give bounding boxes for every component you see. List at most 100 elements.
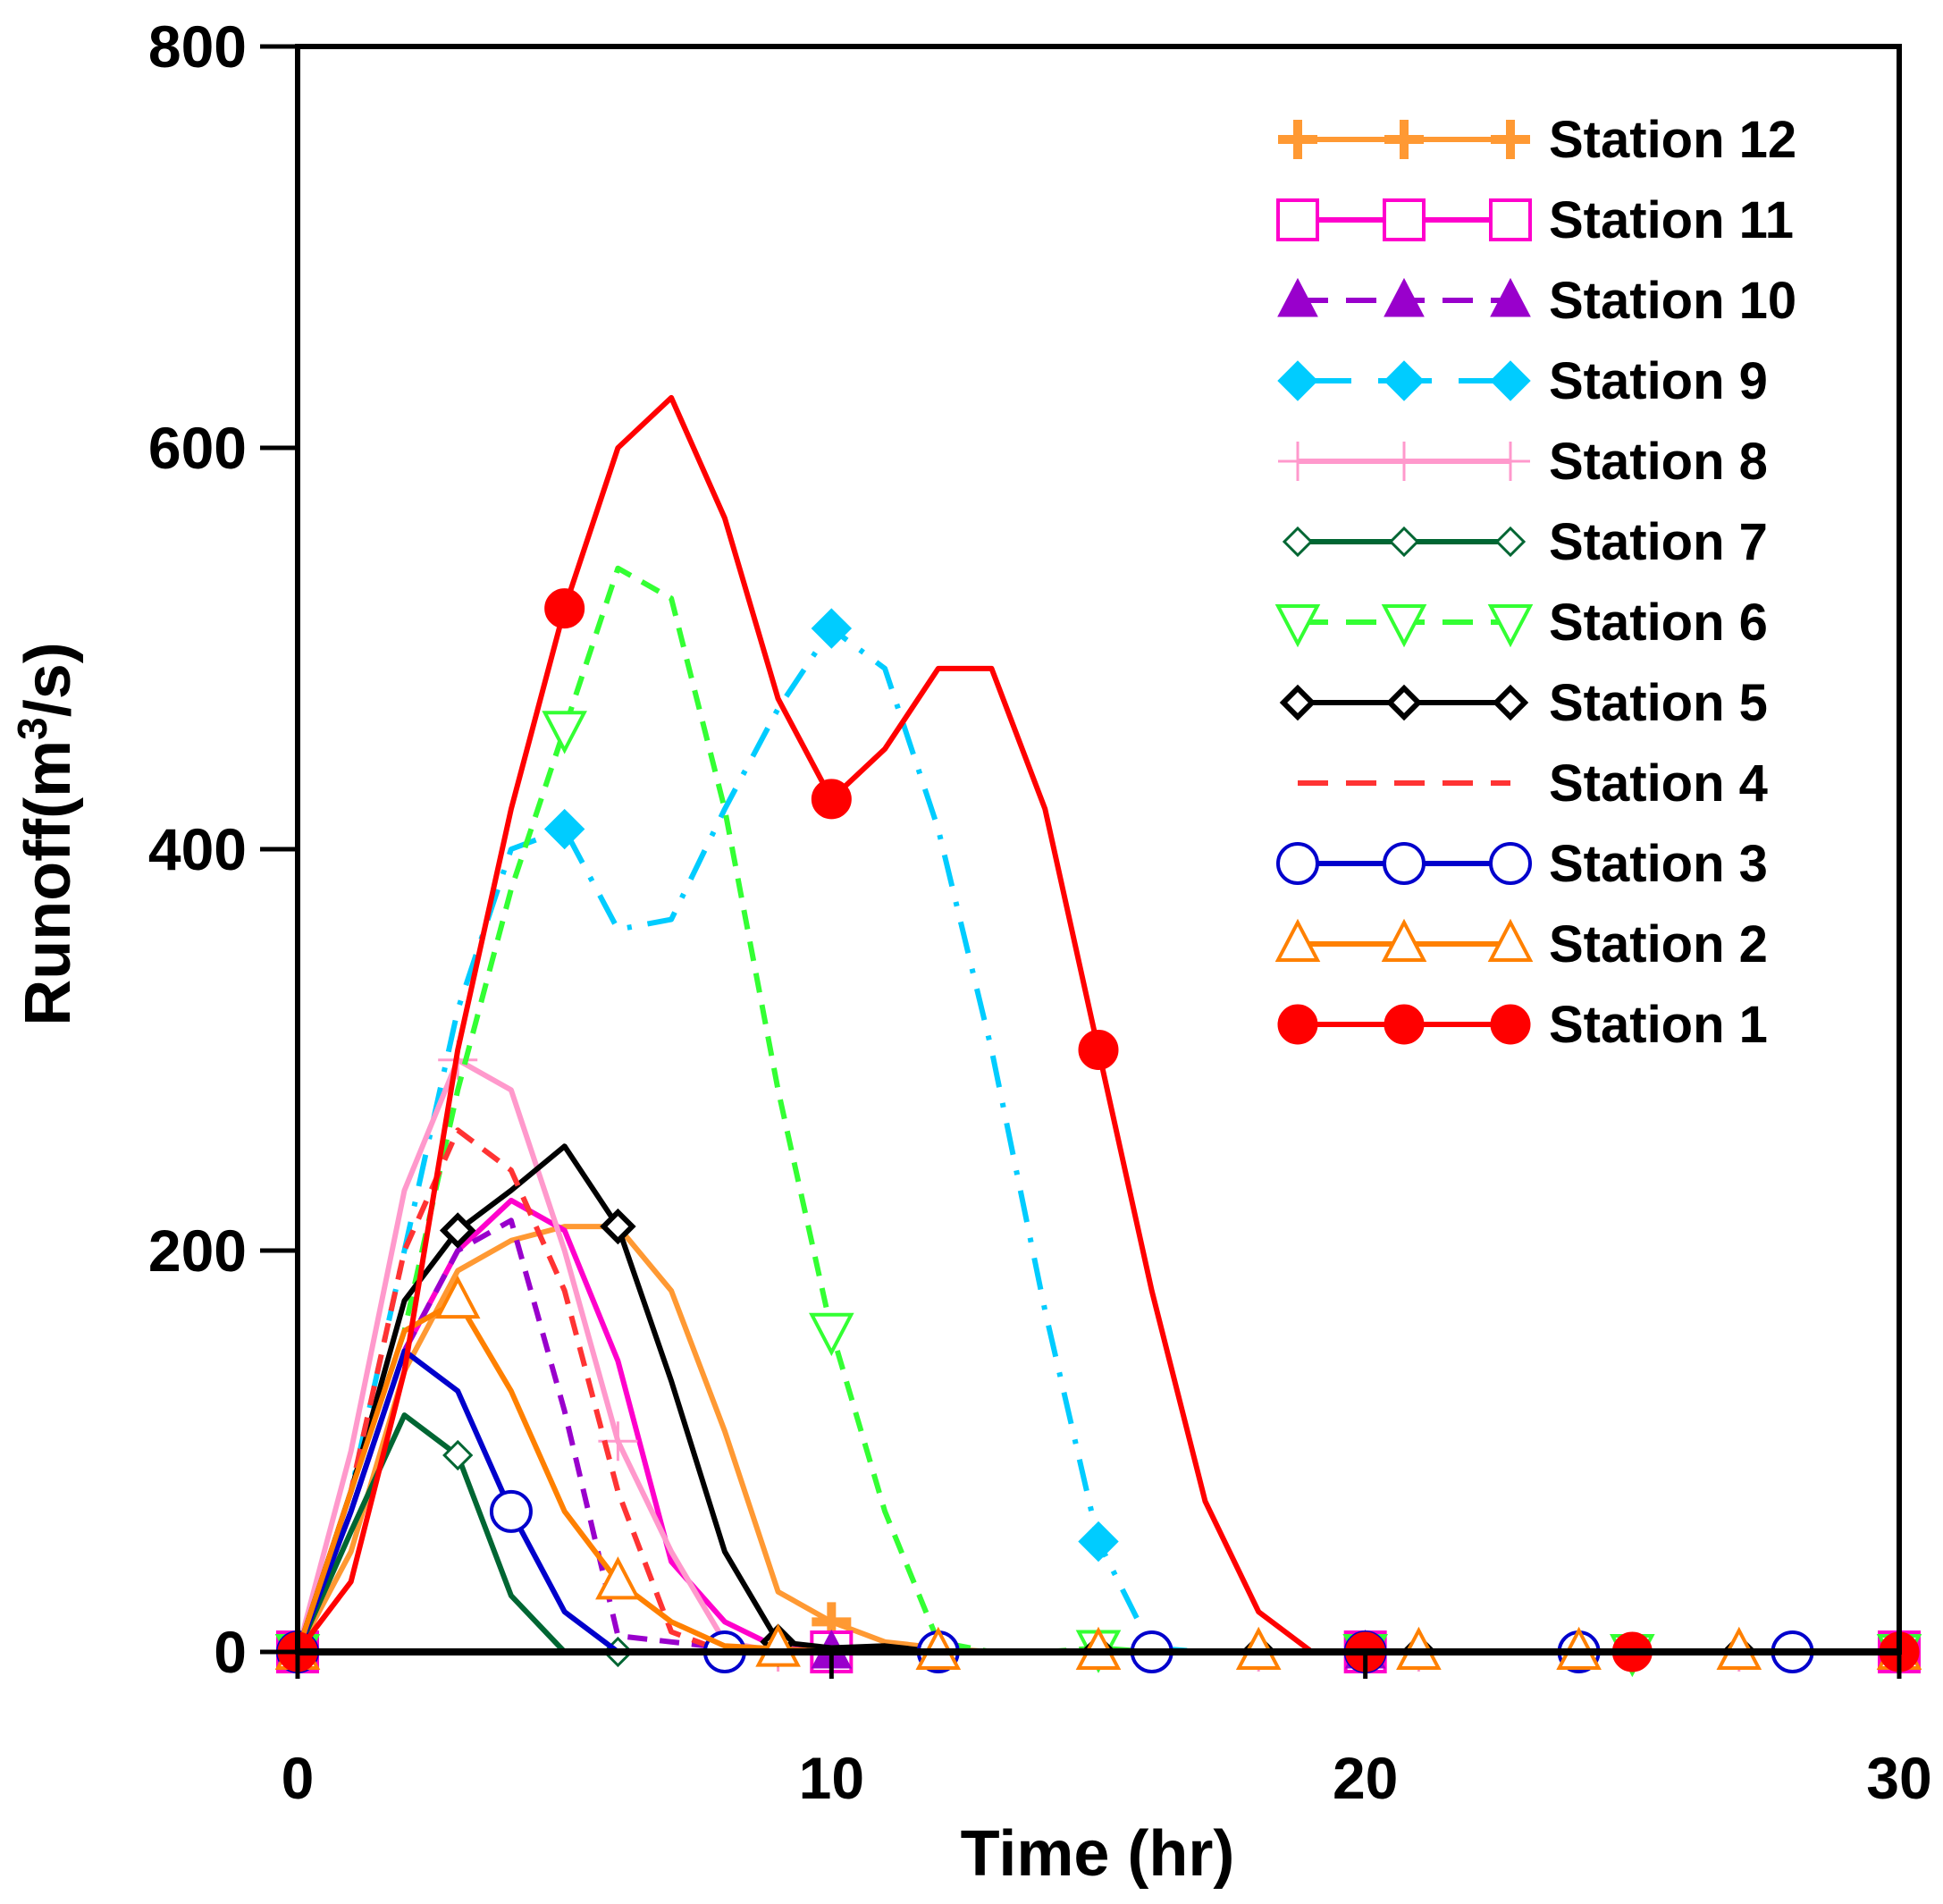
y-tick-label: 0 bbox=[214, 1619, 247, 1685]
legend-swatch-marker bbox=[1384, 120, 1424, 159]
legend-swatch-marker bbox=[1274, 918, 1321, 962]
legend-swatch-marker bbox=[1385, 684, 1423, 721]
series-line bbox=[295, 1217, 1899, 1655]
legend-swatch-marker bbox=[1384, 277, 1425, 317]
legend-label: Station 2 bbox=[1549, 915, 1768, 973]
series-marker bbox=[595, 1556, 641, 1600]
legend-swatch-marker bbox=[1381, 604, 1427, 648]
y-axis-label-main: Runoff(m bbox=[13, 740, 84, 1026]
legend-swatch-marker bbox=[1489, 842, 1532, 885]
legend-label: Station 1 bbox=[1549, 996, 1768, 1054]
legend-swatch-marker bbox=[1279, 684, 1316, 721]
series-station-5 bbox=[279, 1143, 1918, 1671]
legend-item: Station 3 bbox=[1276, 835, 1768, 893]
series-marker bbox=[755, 1623, 801, 1667]
legend-label: Station 6 bbox=[1549, 594, 1768, 652]
legend-item: Station 7 bbox=[1282, 513, 1768, 571]
legend-label: Station 3 bbox=[1549, 835, 1768, 893]
legend-swatch-marker bbox=[1487, 604, 1534, 648]
series-line bbox=[295, 1127, 1899, 1655]
series-station-4 bbox=[295, 1127, 1899, 1655]
y-axis-label: Runoff(m3/s) bbox=[9, 642, 84, 1026]
legend-label: Station 8 bbox=[1549, 433, 1768, 491]
legend-item: Station 4 bbox=[1298, 754, 1768, 813]
legend-label: Station 11 bbox=[1549, 191, 1794, 249]
y-tick-label: 200 bbox=[148, 1217, 247, 1284]
legend-item: Station 1 bbox=[1277, 996, 1768, 1054]
legend-item: Station 5 bbox=[1279, 674, 1768, 732]
legend-swatch-marker bbox=[1494, 526, 1527, 558]
legend-label: Station 10 bbox=[1549, 272, 1796, 330]
y-tick-label: 800 bbox=[148, 13, 247, 80]
series-station-3 bbox=[276, 1348, 1899, 1673]
legend-swatch-marker bbox=[1277, 277, 1318, 317]
series-line bbox=[295, 1298, 1899, 1655]
legend-swatch-marker bbox=[1276, 198, 1319, 241]
legend-label: Station 9 bbox=[1549, 352, 1768, 410]
series-marker bbox=[600, 1208, 636, 1245]
series-marker bbox=[811, 608, 853, 649]
legend-swatch-marker bbox=[1383, 198, 1426, 241]
legend-swatch-marker bbox=[1487, 918, 1534, 962]
series-marker bbox=[543, 808, 585, 850]
series-marker bbox=[442, 1439, 474, 1471]
legend-swatch-marker bbox=[1490, 277, 1531, 317]
legend-swatch-marker bbox=[1278, 120, 1317, 159]
legend-swatch-marker bbox=[1282, 526, 1314, 558]
legend-label: Station 5 bbox=[1549, 674, 1768, 732]
series-station-11 bbox=[276, 1197, 1921, 1673]
legend-item: Station 11 bbox=[1276, 191, 1794, 249]
series-line bbox=[295, 1143, 1899, 1655]
y-tick-label: 400 bbox=[148, 816, 247, 882]
legend-item: Station 9 bbox=[1277, 352, 1768, 410]
series-line bbox=[295, 1348, 1899, 1655]
legend-swatch-marker bbox=[1277, 1004, 1318, 1045]
legend-swatch-marker bbox=[1490, 360, 1531, 401]
x-tick-label: 20 bbox=[1333, 1745, 1398, 1811]
legend-swatch-marker bbox=[1274, 604, 1321, 648]
series-marker bbox=[542, 711, 587, 754]
legend-label: Station 4 bbox=[1549, 754, 1768, 813]
series-station-10 bbox=[277, 1217, 1920, 1669]
legend-swatch-marker bbox=[1384, 442, 1424, 481]
legend-swatch-marker bbox=[1491, 120, 1530, 159]
x-tick-label: 0 bbox=[282, 1745, 315, 1811]
legend-swatch-marker bbox=[1276, 842, 1319, 885]
series-line bbox=[295, 1197, 1899, 1655]
series-marker bbox=[1078, 1521, 1119, 1563]
axes-layer: 0 10 20 30 0 200 400 600 800 bbox=[148, 13, 1932, 1811]
legend-item: Station 12 bbox=[1278, 111, 1796, 169]
legend-item: Station 10 bbox=[1277, 272, 1796, 330]
legend-swatch-marker bbox=[1492, 684, 1529, 721]
legend-swatch-marker bbox=[1381, 918, 1427, 962]
legend-item: Station 2 bbox=[1274, 915, 1768, 973]
series-marker bbox=[489, 1489, 533, 1533]
y-axis-label-unit: /s) bbox=[13, 642, 84, 717]
y-axis-label-superscript: 3 bbox=[9, 717, 55, 740]
legend-swatch-marker bbox=[1490, 1004, 1531, 1045]
series-marker bbox=[434, 1275, 481, 1319]
series-marker bbox=[439, 1212, 476, 1249]
legend-label: Station 7 bbox=[1549, 513, 1768, 571]
legend-swatch-marker bbox=[1383, 842, 1426, 885]
series-marker bbox=[809, 1312, 854, 1357]
series-line bbox=[295, 1224, 1899, 1655]
legend-swatch-marker bbox=[1278, 442, 1317, 481]
legend-swatch-marker bbox=[1489, 198, 1532, 241]
series-line bbox=[295, 565, 1899, 1655]
legend-swatch-marker bbox=[1384, 360, 1425, 401]
y-tick-label: 600 bbox=[148, 415, 247, 481]
x-axis-label: Time (hr) bbox=[961, 1818, 1235, 1890]
x-tick-label: 10 bbox=[799, 1745, 864, 1811]
series-marker bbox=[811, 779, 852, 820]
legend: Station 12 Station 11 Station 10 Station 9 S… bbox=[1274, 111, 1796, 1054]
series-station-8 bbox=[278, 1040, 1919, 1672]
legend-item: Station 6 bbox=[1274, 594, 1768, 652]
x-tick-label: 30 bbox=[1866, 1745, 1931, 1811]
legend-item: Station 8 bbox=[1278, 433, 1768, 491]
series-marker bbox=[1078, 1030, 1119, 1070]
legend-swatch-marker bbox=[1384, 1004, 1425, 1045]
legend-swatch-marker bbox=[1388, 526, 1420, 558]
series-station-12 bbox=[278, 1224, 1919, 1672]
